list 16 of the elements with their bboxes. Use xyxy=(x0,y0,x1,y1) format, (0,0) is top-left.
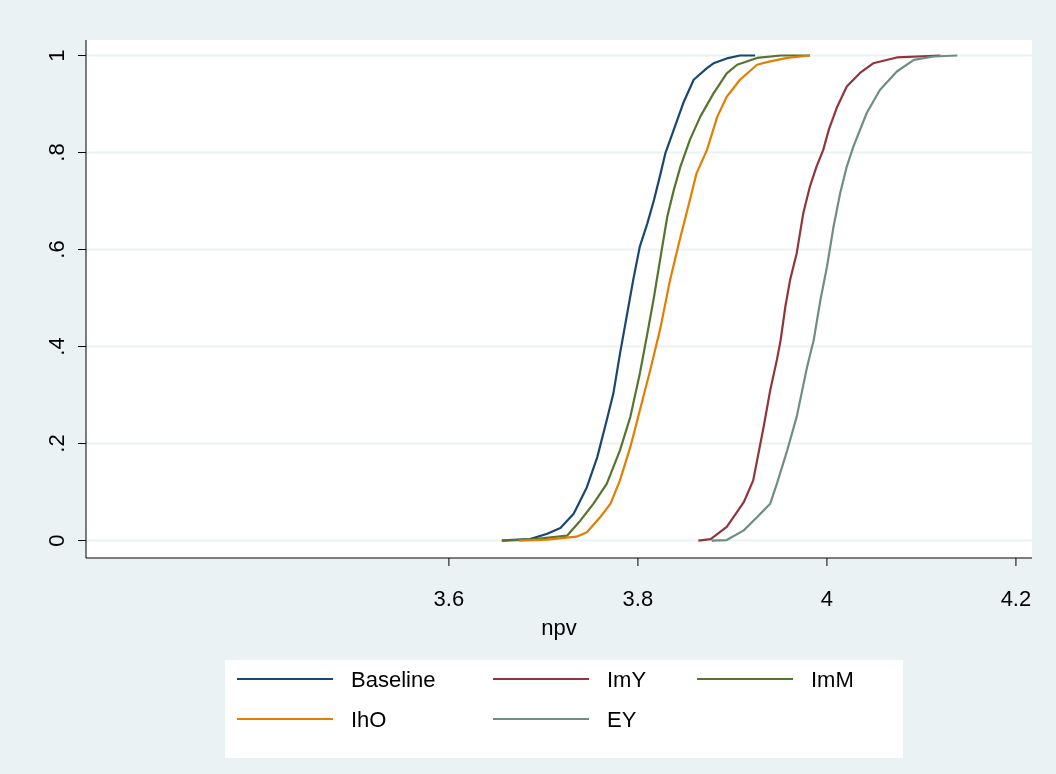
x-tick-label: 4 xyxy=(820,586,834,611)
legend-label: IhO xyxy=(351,707,387,732)
y-tick-label: .8 xyxy=(44,143,69,162)
y-tick-label: 0 xyxy=(44,534,69,547)
y-tick-label: .4 xyxy=(44,337,69,356)
legend-label: Baseline xyxy=(351,667,436,692)
y-tick-label: .6 xyxy=(44,240,69,259)
legend-label: EY xyxy=(607,707,637,732)
legend-label: ImY xyxy=(607,667,647,692)
x-axis-title: npv xyxy=(541,615,577,640)
y-tick-label: .2 xyxy=(44,434,69,453)
x-tick-label: 3.8 xyxy=(622,586,654,611)
x-tick-label: 4.2 xyxy=(1000,586,1032,611)
legend-label: ImM xyxy=(811,667,854,692)
y-tick-label: 1 xyxy=(44,49,69,62)
x-tick-label: 3.6 xyxy=(433,586,465,611)
